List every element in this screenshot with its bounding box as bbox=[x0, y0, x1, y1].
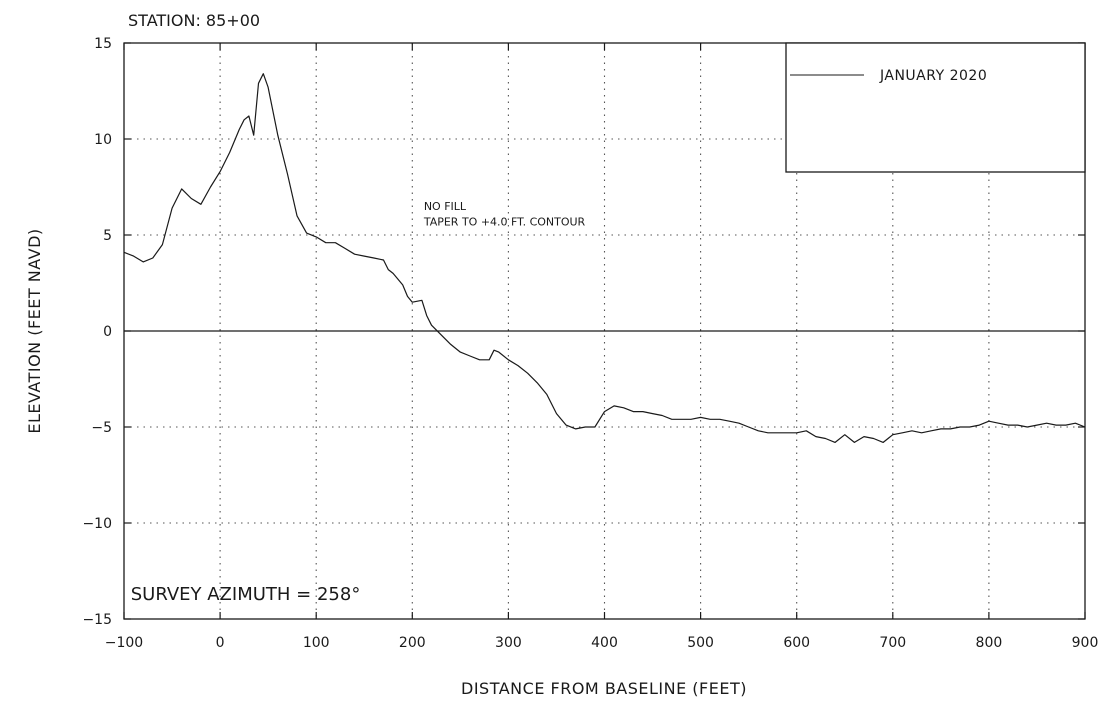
x-axis-label: DISTANCE FROM BASELINE (FEET) bbox=[461, 679, 747, 698]
chart-title: STATION: 85+00 bbox=[128, 11, 260, 30]
y-axis-label: ELEVATION (FEET NAVD) bbox=[25, 228, 44, 433]
series-line-january-2020 bbox=[123, 73, 1086, 443]
legend-label-january-2020: JANUARY 2020 bbox=[879, 68, 987, 84]
x-tick-labels: −100 0 100 200 300 400 500 600 700 800 900 bbox=[105, 635, 1099, 651]
x-tick-label-400: 400 bbox=[591, 635, 618, 651]
y-tick-label-0: 0 bbox=[103, 324, 112, 340]
x-tick-label-800: 800 bbox=[976, 635, 1003, 651]
annotation-taper: TAPER TO +4.0 FT. CONTOUR bbox=[423, 215, 586, 228]
y-tick-label--10: −10 bbox=[82, 516, 112, 532]
y-tick-label-5: 5 bbox=[103, 228, 112, 244]
y-tick-labels: −15 −10 −5 0 5 10 15 bbox=[82, 36, 112, 628]
x-tick-label-200: 200 bbox=[399, 635, 426, 651]
y-tick-label-10: 10 bbox=[94, 132, 112, 148]
y-tick-label--5: −5 bbox=[91, 420, 112, 436]
y-tick-label-15: 15 bbox=[94, 36, 112, 52]
y-tick-label--15: −15 bbox=[82, 612, 112, 628]
x-tick-label-500: 500 bbox=[687, 635, 714, 651]
annotation-survey-azimuth: SURVEY AZIMUTH = 258° bbox=[131, 584, 361, 605]
x-tick-label--100: −100 bbox=[105, 635, 143, 651]
x-tick-label-300: 300 bbox=[495, 635, 522, 651]
annotation-no-fill: NO FILL bbox=[424, 200, 467, 213]
x-tick-label-600: 600 bbox=[783, 635, 810, 651]
x-tick-label-700: 700 bbox=[879, 635, 906, 651]
x-tick-label-0: 0 bbox=[216, 635, 225, 651]
series-group bbox=[123, 73, 1086, 443]
legend: JANUARY 2020 bbox=[785, 42, 1086, 173]
x-tick-label-900: 900 bbox=[1072, 635, 1099, 651]
legend-box bbox=[785, 42, 1086, 173]
x-tick-label-100: 100 bbox=[303, 635, 330, 651]
